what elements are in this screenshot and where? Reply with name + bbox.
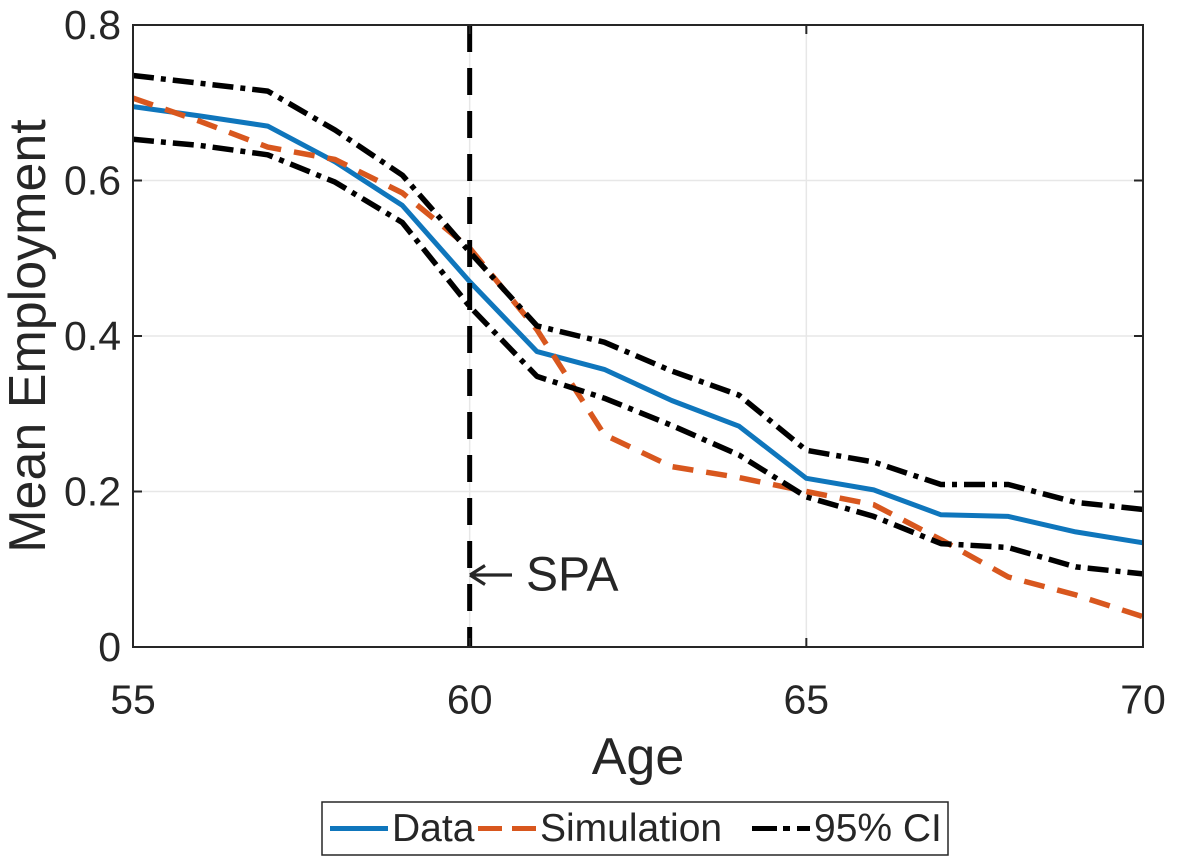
x-tick-label: 65 — [783, 677, 829, 723]
tick-marks — [132, 24, 1144, 648]
series-line-simulation — [132, 95, 1144, 620]
series-line-95-ci-upper — [132, 72, 1144, 513]
x-tick-label: 60 — [447, 677, 493, 723]
y-tick-label: 0.6 — [64, 158, 121, 204]
legend-label-data: Data — [392, 807, 475, 850]
x-tick-label: 55 — [110, 677, 156, 723]
legend-label-simulation: Simulation — [540, 807, 722, 850]
legend-label-ci: 95% CI — [814, 807, 942, 850]
legend: Data Simulation 95% CI — [321, 801, 949, 856]
y-tick-label: 0.8 — [64, 2, 121, 48]
series-line-95-ci-lower — [132, 136, 1144, 577]
left-arrow-icon — [469, 564, 512, 586]
spa-annotation: SPA — [469, 549, 618, 602]
x-axis-label: Age — [592, 728, 685, 786]
y-tick-label: 0.4 — [64, 313, 121, 359]
series-lines — [132, 72, 1144, 620]
series-line-data — [132, 104, 1144, 546]
gridlines — [133, 25, 1143, 647]
legend-box — [321, 801, 949, 856]
y-tick-label: 0.2 — [64, 469, 121, 515]
y-tick-label: 0 — [98, 624, 121, 670]
spa-annotation-text: SPA — [526, 549, 618, 602]
x-tick-label: 70 — [1120, 677, 1166, 723]
y-axis-label: Mean Employment — [0, 119, 57, 553]
